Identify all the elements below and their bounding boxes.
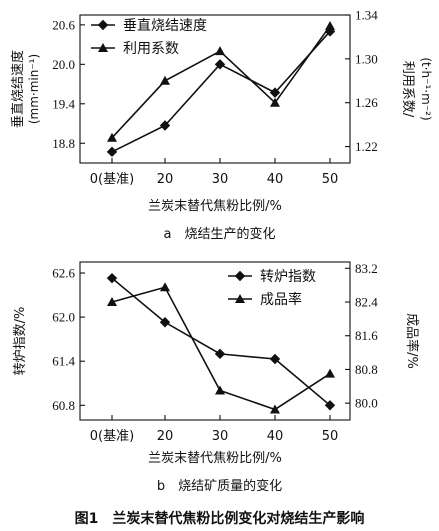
chart-b-right-tick-label: 82.4 — [355, 295, 378, 310]
chart-a-legend-label: 利用系数 — [123, 41, 179, 57]
chart-b-x-tick-label: 30 — [212, 429, 229, 444]
chart-a-legend-triangle — [98, 43, 108, 52]
chart-a-left-tick-label: 20.0 — [52, 57, 75, 72]
chart-b-caption: b 烧结矿质量的变化 — [157, 478, 282, 494]
chart-b-diamond-point — [324, 400, 336, 411]
chart-a-legend-label: 垂直烧结速度 — [123, 17, 207, 34]
chart-b-right-tick-label: 81.6 — [355, 328, 378, 343]
chart-a-x-tick-label: 30 — [212, 172, 229, 187]
chart-a-x-tick-label: 0(基准) — [90, 172, 134, 187]
chart-b-left-axis-title: 转炉指数/% — [13, 307, 28, 376]
chart-b-legend-label: 成品率 — [260, 291, 302, 308]
figure-caption: 图1 兰炭末替代焦粉比例变化对烧结生产影响 — [75, 510, 365, 527]
chart-a-left-axis-unit: (mm·min⁻¹) — [27, 54, 41, 124]
chart-b-left-tick-label: 60.8 — [52, 398, 75, 413]
chart-b-x-axis-title: 兰炭末替代焦粉比例/% — [148, 451, 282, 466]
chart-a-triangle-point — [160, 75, 170, 85]
chart-b: 60.8 61.4 62.0 62.6 80.0 80.8 81.6 82.4 83.2 0(基准… — [13, 261, 420, 494]
chart-b-right-tick-label: 80.0 — [355, 396, 378, 411]
chart-a-x-axis-title: 兰炭末替代焦粉比例/% — [148, 199, 282, 214]
chart-b-right-tick-label: 80.8 — [355, 362, 378, 377]
chart-b-left-tick-label: 61.4 — [52, 354, 75, 369]
chart-a-left-tick-label: 18.8 — [52, 136, 75, 151]
chart-a-legend-diamond — [97, 19, 109, 31]
chart-a-diamond-point — [159, 120, 171, 131]
chart-b-x-tick-label: 20 — [157, 429, 174, 444]
chart-a-x-tick-label: 40 — [267, 172, 284, 187]
chart-a-plot-frame — [79, 14, 351, 164]
chart-a-left-axis-title: 垂直烧结速度 — [10, 50, 26, 128]
chart-b-legend-diamond — [234, 270, 246, 282]
chart-a-x-tick-label: 20 — [157, 172, 174, 187]
chart-a-left-tick-label: 19.4 — [52, 96, 75, 111]
chart-a-triangle-point — [215, 46, 225, 56]
chart-b-diamond-point — [269, 353, 281, 365]
chart-b-plot-frame — [79, 261, 351, 421]
chart-b-diamond-point — [159, 317, 171, 328]
chart-a-right-axis-title: 利用系数/ — [400, 61, 415, 118]
chart-a: 18.8 19.4 20.0 20.6 1.22 1.26 1.30 1.34 0(基准) 20 3… — [10, 8, 433, 243]
chart-a-triangle-point — [270, 97, 280, 107]
chart-b-triangle-point — [107, 297, 117, 307]
chart-b-left-tick-label: 62.0 — [52, 310, 75, 325]
chart-a-right-tick-label: 1.22 — [355, 139, 378, 154]
chart-a-right-axis-unit: (t·h⁻¹·m⁻²) — [419, 57, 433, 120]
chart-b-legend-label: 转炉指数 — [260, 269, 316, 285]
chart-a-right-tick-label: 1.30 — [355, 51, 378, 66]
chart-b-triangle-point — [160, 282, 170, 292]
chart-b-x-tick-label: 0(基准) — [90, 429, 134, 444]
chart-b-right-tick-label: 83.2 — [355, 261, 378, 276]
chart-b-right-axis-title: 成品率/% — [404, 313, 420, 369]
chart-b-x-tick-label: 50 — [322, 429, 339, 444]
chart-a-diamond-point — [269, 87, 281, 98]
chart-a-diamond-point — [106, 146, 118, 158]
chart-a-left-tick-label: 20.6 — [52, 17, 75, 32]
chart-a-caption: a 烧结生产的变化 — [164, 226, 276, 242]
chart-b-diamond-point — [214, 348, 226, 360]
chart-b-legend-triangle — [235, 294, 245, 303]
chart-b-diamond-point — [106, 272, 118, 284]
chart-b-left-tick-label: 62.6 — [52, 266, 75, 281]
chart-a-x-tick-label: 50 — [322, 172, 339, 187]
chart-b-triangle-point — [325, 368, 335, 378]
chart-a-triangle-point — [325, 20, 335, 30]
chart-a-triangle-point — [107, 132, 117, 142]
chart-b-x-tick-label: 40 — [267, 429, 284, 444]
chart-a-right-tick-label: 1.34 — [355, 8, 378, 23]
chart-b-triangle-point — [215, 385, 225, 395]
chart-b-triangle-point — [270, 404, 280, 414]
chart-a-diamond-point — [214, 59, 226, 70]
chart-a-right-tick-label: 1.26 — [355, 95, 378, 110]
